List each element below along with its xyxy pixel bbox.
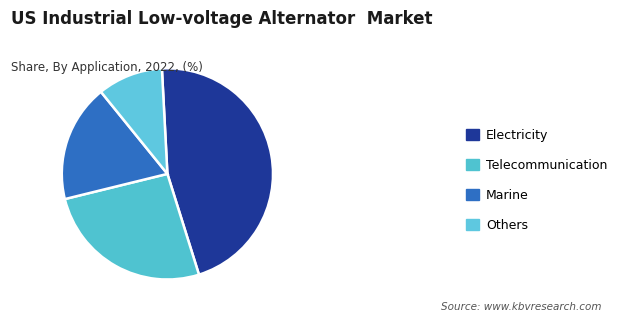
Wedge shape	[101, 68, 167, 174]
Text: US Industrial Low-voltage Alternator  Market: US Industrial Low-voltage Alternator Mar…	[11, 10, 433, 28]
Wedge shape	[65, 174, 199, 279]
Wedge shape	[162, 68, 273, 275]
Wedge shape	[62, 92, 167, 199]
Text: Share, By Application, 2022, (%): Share, By Application, 2022, (%)	[11, 61, 203, 74]
Text: Source: www.kbvresearch.com: Source: www.kbvresearch.com	[441, 302, 601, 312]
Legend: Electricity, Telecommunication, Marine, Others: Electricity, Telecommunication, Marine, …	[466, 129, 608, 232]
